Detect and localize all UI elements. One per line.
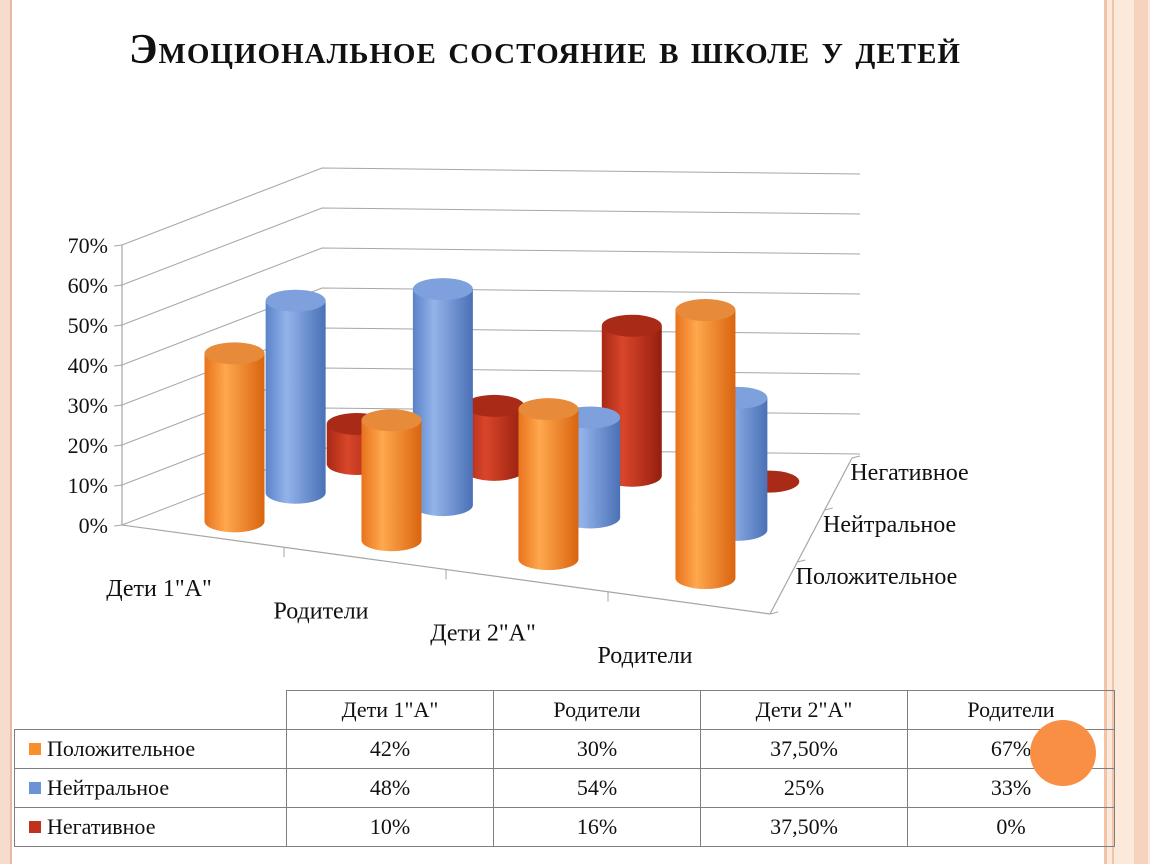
- y-tick: [113, 364, 123, 367]
- y-tick-label: 40%: [68, 353, 108, 378]
- chart-axes: [113, 244, 861, 615]
- chart-3d-cylinders: 0% 10% 20% 30% 40% 50% 60% 70% Дети 1"А" Родител…: [68, 167, 969, 669]
- chart-y-tick-labels: 0% 10% 20% 30% 40% 50% 60% 70%: [68, 233, 108, 538]
- y-tick-label: 20%: [68, 433, 108, 458]
- table-cell: 42%: [286, 729, 494, 769]
- bar: [464, 394, 525, 481]
- slide-frame-left: [0, 0, 12, 864]
- y-tick: [113, 284, 123, 287]
- decorative-circle: [1030, 720, 1096, 786]
- y-tick-label: 60%: [68, 273, 108, 298]
- chart-depth-labels: Негативное Нейтральное Положительное: [796, 460, 969, 590]
- bar: [675, 299, 736, 590]
- table-cell: 30%: [493, 729, 701, 769]
- y-tick-label: 50%: [68, 313, 108, 338]
- table-row-label: Положительное: [14, 729, 287, 769]
- table-header-cell: Дети 1"А": [286, 690, 494, 730]
- table-header-cell: Дети 2"А": [700, 690, 908, 730]
- bar: [361, 409, 422, 552]
- y-tick-label: 30%: [68, 393, 108, 418]
- y-tick-label: 70%: [68, 233, 108, 258]
- depth-tick: [769, 611, 779, 615]
- table-cell: 48%: [286, 768, 494, 808]
- x-tick-label: Родители: [273, 598, 368, 624]
- gridline: [121, 247, 861, 326]
- chart-category-labels: Дети 1"А" Родители Дети 2"А" Родители: [106, 576, 692, 669]
- y-tick: [113, 324, 123, 327]
- x-tick-label: Родители: [597, 643, 692, 669]
- y-tick: [113, 444, 123, 447]
- table-cell: 0%: [907, 807, 1115, 847]
- slide-title: Эмоциональное состояние в школе у детей: [129, 27, 961, 73]
- table-row: Негативное 10% 16% 37,50% 0%: [14, 807, 1115, 847]
- gridline: [121, 167, 861, 246]
- y-tick: [113, 404, 123, 407]
- y-tick: [113, 244, 123, 247]
- y-tick: [113, 524, 123, 527]
- chart-bars: [204, 278, 800, 590]
- x-tick-label: Дети 2"А": [430, 621, 536, 647]
- table-cell: 25%: [700, 768, 908, 808]
- table-row: Положительное 42% 30% 37,50% 67%: [14, 729, 1115, 769]
- series-name: Негативное: [47, 814, 156, 839]
- depth-tick: [824, 507, 833, 511]
- table-row-label: Нейтральное: [14, 768, 287, 808]
- gridline: [121, 287, 861, 366]
- legend-swatch-negative: [29, 820, 41, 833]
- table-row: Нейтральное 48% 54% 25% 33%: [14, 768, 1115, 808]
- table-cell: 16%: [493, 807, 701, 847]
- slide-frame-right: [1104, 0, 1150, 864]
- depth-label: Негативное: [850, 460, 968, 486]
- table-cell: 37,50%: [700, 807, 908, 847]
- bar: [265, 289, 326, 504]
- legend-swatch-neutral: [29, 781, 41, 794]
- bar: [412, 278, 473, 517]
- table-header-cell: Родители: [907, 690, 1115, 730]
- chart-data-table: Дети 1"А" Родители Дети 2"А" Родители По…: [14, 690, 1115, 847]
- x-tick-label: Дети 1"А": [106, 576, 212, 602]
- depth-label: Положительное: [796, 564, 958, 590]
- table-header-row: Дети 1"А" Родители Дети 2"А" Родители: [14, 690, 1115, 730]
- series-name: Положительное: [47, 736, 196, 761]
- table-header-cell: Родители: [493, 690, 701, 730]
- bar: [204, 342, 265, 533]
- table-row-label: Негативное: [14, 807, 287, 847]
- table-cell: 37,50%: [700, 729, 908, 769]
- series-name: Нейтральное: [47, 775, 170, 800]
- depth-label: Нейтральное: [823, 512, 956, 538]
- table-corner: [14, 690, 287, 730]
- y-tick-label: 10%: [68, 473, 108, 498]
- bar: [518, 398, 579, 571]
- table-cell: 54%: [493, 768, 701, 808]
- depth-tick: [797, 559, 806, 563]
- depth-tick: [851, 455, 861, 459]
- legend-swatch-positive: [29, 742, 41, 755]
- y-tick: [113, 484, 123, 487]
- table-cell: 10%: [286, 807, 494, 847]
- gridline: [121, 207, 861, 286]
- y-tick-label: 0%: [79, 513, 108, 538]
